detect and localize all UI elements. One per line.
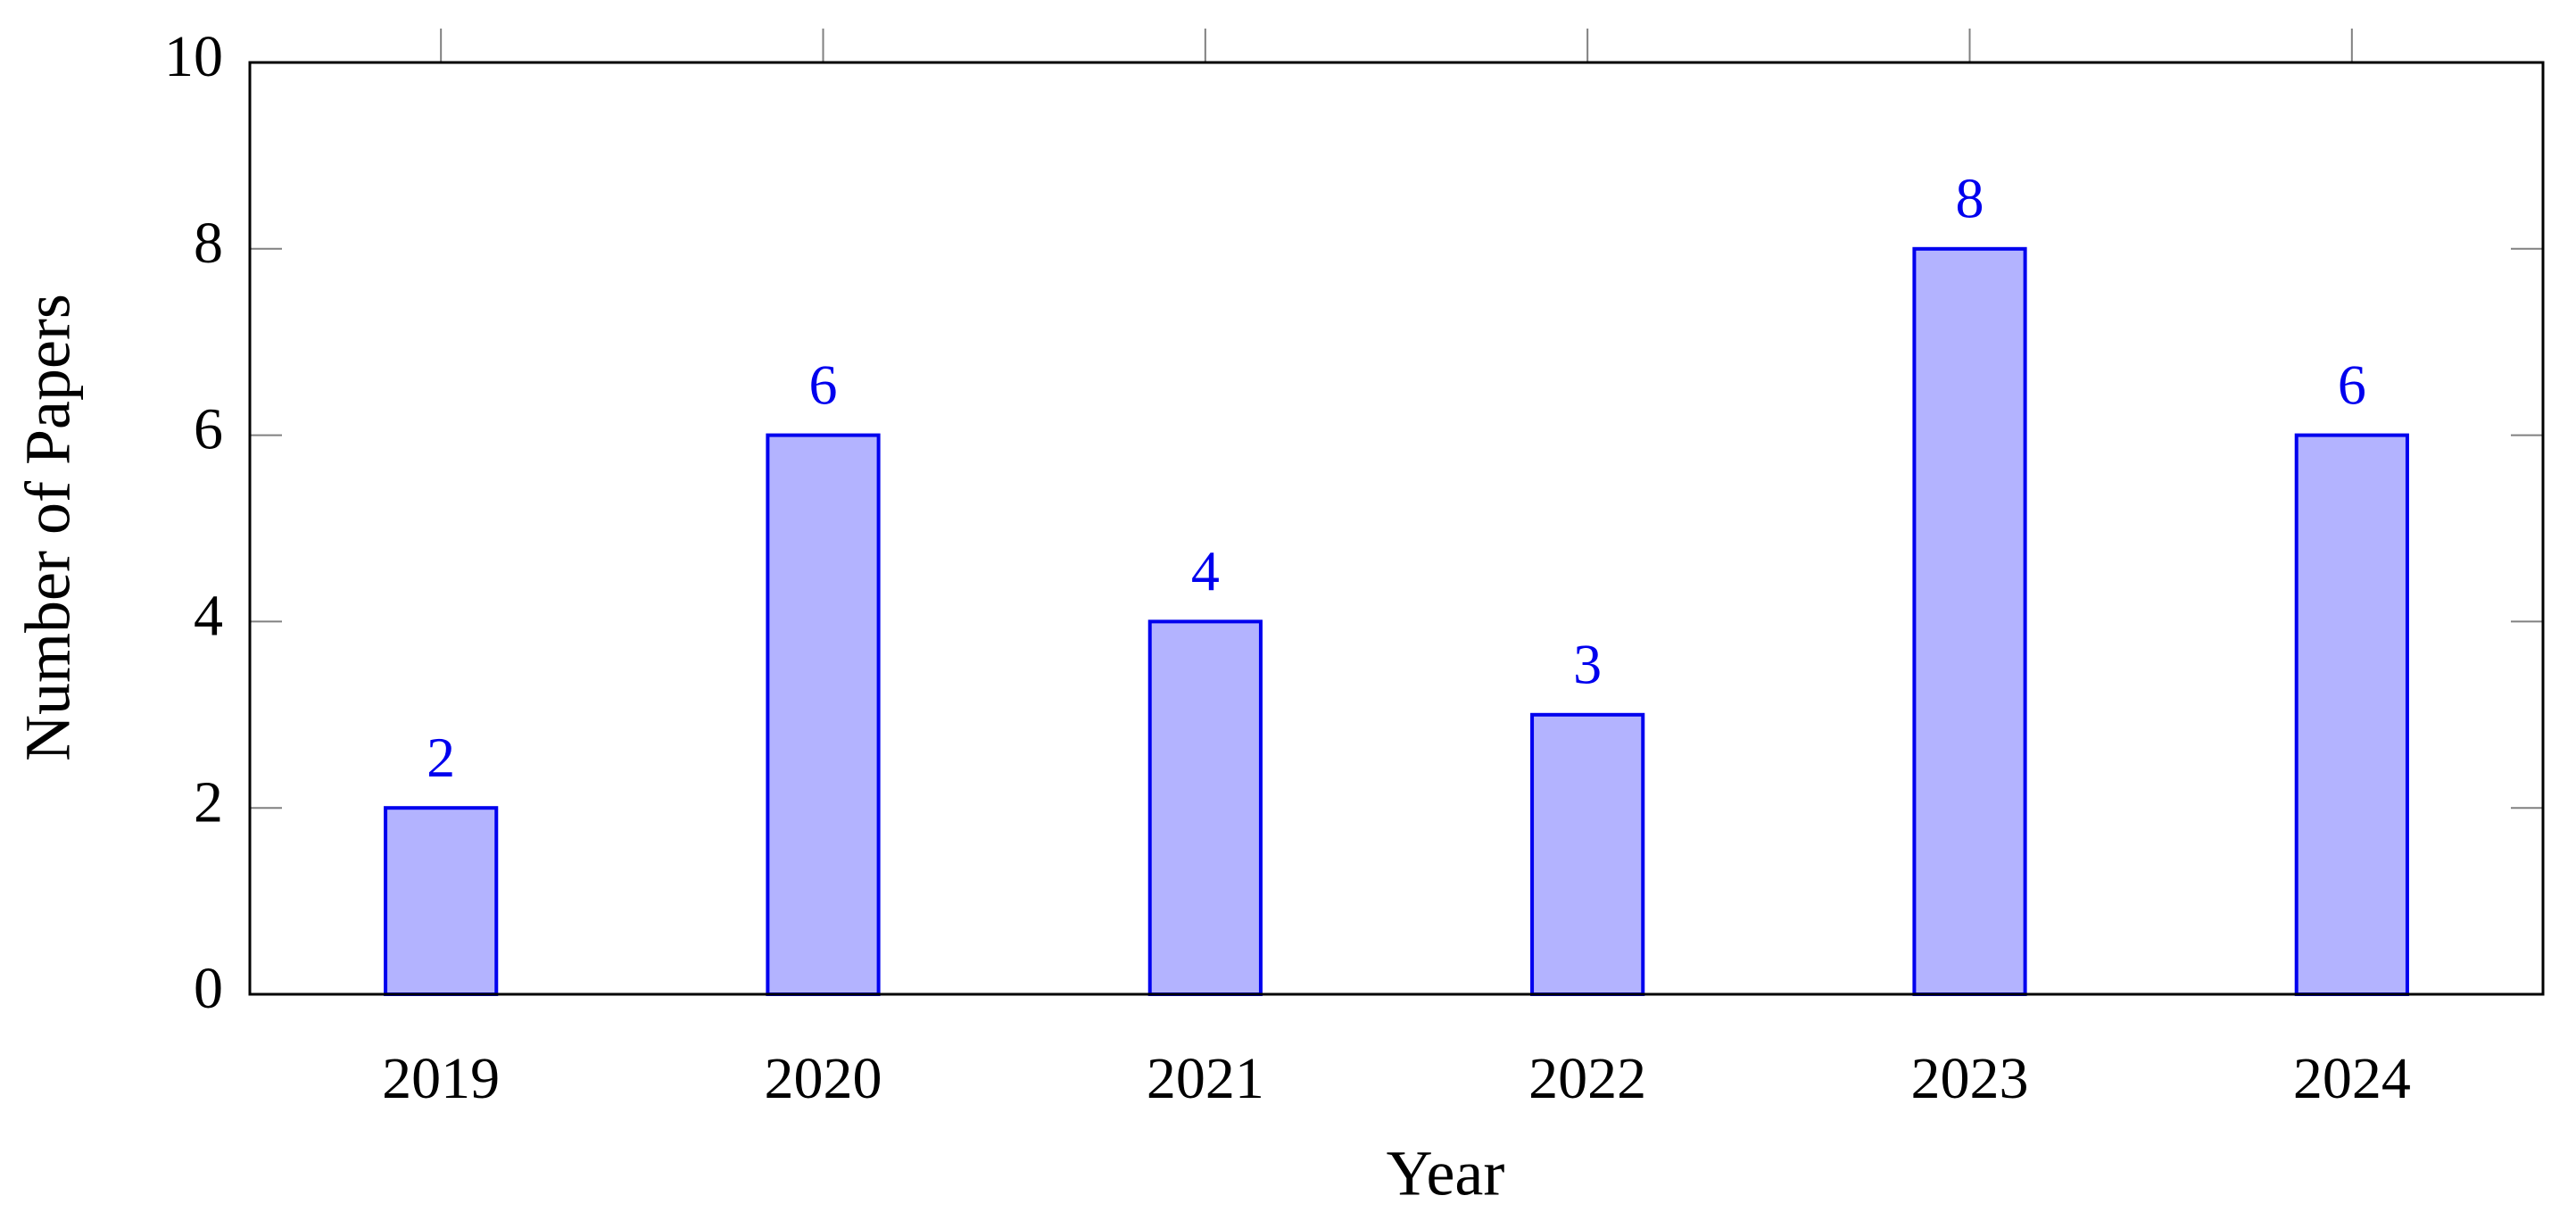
data-label: 2 [427,726,455,789]
bar [1530,712,1645,996]
y-tick-label: 4 [194,584,223,649]
plot-frame [248,61,2545,996]
bar [1912,246,2027,996]
x-tick-label: 2020 [765,1046,882,1111]
bar [766,433,881,997]
bar [1147,619,1263,997]
y-axis-title: Number of Papers [12,294,84,761]
x-tick-label: 2019 [382,1046,500,1111]
x-tick-label: 2024 [2293,1046,2411,1111]
x-axis-title: Year [1387,1138,1505,1209]
data-label: 8 [1956,166,1984,229]
x-tick-label: 2022 [1528,1046,1646,1111]
x-tick-label: 2023 [1911,1046,2029,1111]
y-tick-label: 0 [194,956,223,1021]
data-label: 3 [1573,632,1602,695]
data-label: 6 [809,353,838,416]
y-tick-label: 10 [164,24,223,89]
y-tick-label: 2 [194,769,223,835]
bar [2294,433,2409,997]
data-label: 4 [1191,539,1220,602]
data-label: 6 [2338,353,2366,416]
x-tick-label: 2021 [1147,1046,1264,1111]
y-tick-label: 6 [194,397,223,462]
y-tick-label: 8 [194,211,223,276]
bar [384,806,499,997]
